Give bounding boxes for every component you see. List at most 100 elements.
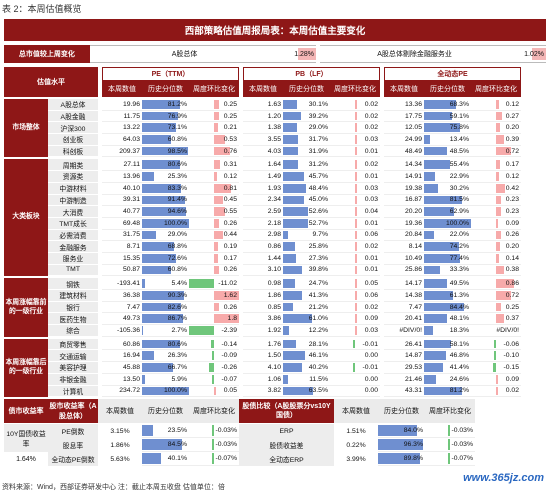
change-bar bbox=[496, 123, 501, 133]
percentile-bar bbox=[424, 183, 439, 193]
change-bar bbox=[496, 195, 501, 205]
change-bar bbox=[214, 123, 219, 133]
percentile-bar bbox=[424, 230, 435, 240]
table-row: 建筑材料 36.38 90.3% 1.62 1.86 41.3% 0.06 14.38 61.3… bbox=[48, 290, 521, 302]
change-cell: 0.17 bbox=[471, 159, 521, 172]
value-cell: 1.50 bbox=[243, 350, 283, 363]
percentile-cell: 25.8% bbox=[283, 241, 330, 253]
row-name: 大消费 bbox=[48, 206, 98, 218]
table-row: 中游制造 39.31 91.4% 0.45 2.34 45.0% 0.03 16.87 81.5… bbox=[48, 194, 521, 207]
change-cell: 0.01 bbox=[330, 217, 380, 230]
table-row: 科创板 209.37 98.5% 0.76 4.03 31.9% 0.01 48.49 48.5… bbox=[48, 145, 521, 158]
change-cell: 0.72 bbox=[471, 145, 521, 158]
value-cell: 5.63% bbox=[110, 455, 130, 463]
percentile-bar bbox=[424, 253, 461, 263]
section-group: 本周涨幅靠后的一级行业 商贸零售 60.86 80.6% -0.14 1.76 28.1% -… bbox=[4, 338, 546, 398]
change-bar bbox=[496, 386, 498, 396]
row-name: 中游制造 bbox=[48, 194, 98, 207]
percentile-cell: 76.9% bbox=[142, 110, 189, 123]
percentile-cell: 81.2% bbox=[424, 385, 471, 398]
percentile-cell: 61.3% bbox=[424, 290, 471, 302]
change-bar bbox=[214, 218, 220, 228]
percentile-bar bbox=[424, 135, 431, 144]
percentile-bar bbox=[142, 439, 182, 451]
header-level: 估值水平 bbox=[4, 67, 98, 97]
percentile-bar bbox=[283, 230, 288, 240]
value-cell: 1.86% bbox=[110, 441, 130, 449]
row-name: 商贸零售 bbox=[48, 338, 98, 351]
percentile-bar bbox=[283, 314, 312, 324]
percentile-bar bbox=[424, 279, 448, 288]
percentile-cell: 40.2% bbox=[283, 362, 330, 374]
value-cell: 209.37 bbox=[102, 145, 142, 158]
change-bar bbox=[496, 183, 505, 193]
percentile-cell: 74.2% bbox=[424, 241, 471, 253]
change-cell: -0.01 bbox=[330, 338, 380, 351]
percentile-cell: 80.6% bbox=[142, 338, 189, 351]
percentile-bar bbox=[142, 351, 155, 361]
change-cell: 0.23 bbox=[471, 194, 521, 207]
change-cell: 0.02 bbox=[471, 385, 521, 398]
row-name: 建筑材料 bbox=[48, 290, 98, 302]
change-bar bbox=[496, 172, 499, 181]
percentile-cell: 59.1% bbox=[424, 110, 471, 123]
change-cell: 0.44 bbox=[189, 229, 239, 242]
percentile-cell: 39.2% bbox=[283, 110, 330, 123]
value-cell: 2.34 bbox=[243, 194, 283, 207]
percentile-bar bbox=[142, 218, 189, 228]
change-cell: 0.03 bbox=[330, 134, 380, 146]
value-cell: 14.91 bbox=[384, 171, 424, 183]
percentile-cell: 5.4% bbox=[142, 278, 189, 290]
percentile-cell: 13.4% bbox=[424, 134, 471, 146]
change-cell: 0.26 bbox=[189, 217, 239, 230]
change-bar bbox=[214, 302, 220, 312]
percentile-bar bbox=[283, 279, 295, 288]
change-bar bbox=[212, 374, 214, 384]
table-row: A股总体 19.96 81.2% 0.25 1.63 30.1% 0.02 13.36 68.3… bbox=[48, 99, 521, 111]
value-cell: 48.49 bbox=[384, 145, 424, 158]
change-bar bbox=[448, 453, 450, 465]
table-row: 大消费 40.77 94.6% 0.55 2.59 52.6% 0.04 20.20 62.9%… bbox=[48, 206, 521, 218]
table-row: 沪深300 13.22 73.1% 0.21 1.38 29.0% 0.02 12.05 75.… bbox=[48, 122, 521, 135]
row-name: A股总体 bbox=[48, 99, 98, 111]
change-bar bbox=[355, 230, 357, 240]
change-cell: 0.02 bbox=[330, 241, 380, 253]
change-cell: 1.8 bbox=[189, 313, 239, 326]
bond-10y-value: 1.64% bbox=[4, 452, 48, 467]
percentile-cell: 29.0% bbox=[142, 229, 189, 242]
value-cell: 1.44 bbox=[243, 252, 283, 265]
percentile-bar bbox=[142, 146, 189, 156]
percentile-cell: 30.2% bbox=[424, 182, 471, 195]
value-cell: 2.59 bbox=[243, 206, 283, 218]
percentile-bar bbox=[283, 123, 297, 133]
table-row: TMT 50.87 60.8% 0.26 3.10 39.8% 0.01 25.86 33.3%… bbox=[48, 264, 521, 277]
percentile-cell: 61.0% bbox=[283, 313, 330, 326]
percentile-bar bbox=[424, 363, 444, 372]
change-bar bbox=[493, 351, 496, 361]
percentile-cell: 58.1% bbox=[424, 338, 471, 351]
percentile-cell: 83.3% bbox=[142, 182, 189, 195]
value-cell: 14.17 bbox=[384, 278, 424, 290]
change-bar bbox=[214, 111, 220, 121]
percentile-cell: 60.8% bbox=[142, 264, 189, 277]
value-cell: 1.49 bbox=[243, 171, 283, 183]
percentile-cell: 91.4% bbox=[142, 194, 189, 207]
percentile-bar bbox=[424, 160, 451, 170]
change-cell: -0.07 bbox=[189, 373, 239, 386]
percentile-bar bbox=[142, 425, 154, 437]
percentile-cell: 52.7% bbox=[283, 217, 330, 230]
table-row: 非银金融 13.50 5.9% -0.07 1.06 11.5% 0.00 21.46 24.6… bbox=[48, 373, 521, 386]
percentile-cell: 9.7% bbox=[283, 229, 330, 242]
percentile-bar bbox=[424, 100, 457, 109]
change-cell: -0.10 bbox=[471, 350, 521, 363]
section-category: 大类板块 bbox=[4, 159, 48, 277]
percentile-cell: 68.3% bbox=[424, 99, 471, 111]
value-cell: 17.75 bbox=[384, 110, 424, 123]
change-cell: #DIV/0! bbox=[471, 325, 521, 337]
change-cell: 0.06 bbox=[330, 229, 380, 242]
bottom-row-name: 股息率 bbox=[48, 438, 98, 453]
change-bar bbox=[496, 218, 498, 228]
change-cell: 0.53 bbox=[189, 134, 239, 146]
percentile-cell: 12.2% bbox=[283, 325, 330, 337]
change-cell: 0.86 bbox=[471, 278, 521, 290]
